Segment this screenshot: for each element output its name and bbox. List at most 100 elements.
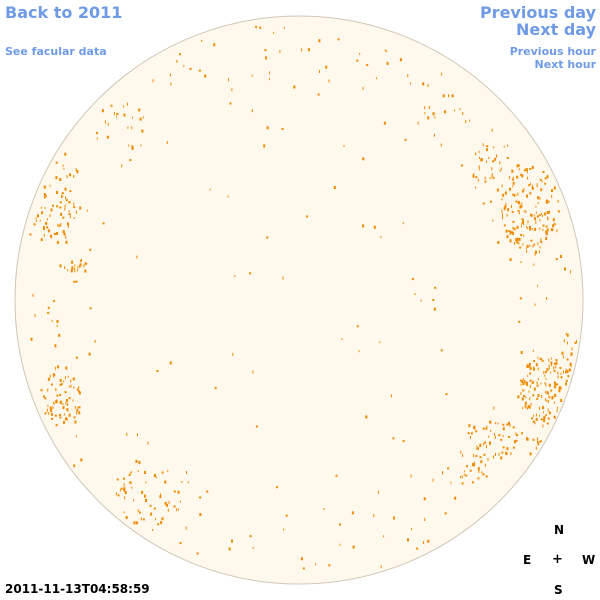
facula-mark: [121, 164, 123, 168]
facula-mark: [484, 441, 487, 444]
facula-mark: [495, 422, 497, 425]
facula-mark: [528, 390, 530, 393]
facula-mark: [527, 407, 528, 410]
facula-mark: [533, 367, 535, 371]
facula-mark: [563, 339, 565, 343]
facula-mark: [537, 367, 539, 371]
facula-mark: [366, 64, 369, 66]
facula-mark: [131, 486, 133, 489]
facula-mark: [71, 260, 74, 264]
facula-mark: [252, 370, 254, 374]
facula-mark: [479, 456, 482, 459]
facula-mark: [119, 489, 121, 492]
facula-mark: [164, 501, 167, 505]
facula-mark: [114, 112, 115, 116]
facula-mark: [102, 222, 105, 225]
facula-mark: [32, 293, 34, 297]
facula-mark: [43, 196, 46, 199]
facula-mark: [137, 433, 138, 437]
facula-mark: [563, 370, 564, 374]
previous-hour-link[interactable]: Previous hour: [509, 45, 596, 58]
facula-mark: [530, 182, 531, 185]
facula-mark: [393, 516, 395, 520]
facula-mark: [169, 73, 171, 77]
facula-mark: [63, 167, 65, 170]
facula-mark: [73, 202, 75, 206]
facula-mark: [279, 49, 281, 53]
facula-mark: [476, 445, 478, 448]
back-to-year-link[interactable]: Back to 2011: [5, 3, 123, 22]
facula-mark: [479, 443, 481, 446]
facula-mark: [319, 70, 320, 73]
facula-mark: [141, 490, 144, 494]
facula-mark: [147, 441, 149, 445]
facula-mark: [231, 539, 233, 543]
facula-mark: [545, 232, 548, 236]
facula-mark: [553, 186, 556, 190]
facula-mark: [504, 205, 507, 209]
facula-mark: [520, 383, 522, 386]
facula-mark: [516, 175, 519, 179]
facula-mark: [69, 190, 72, 193]
facula-mark: [301, 48, 303, 52]
facula-mark: [533, 214, 535, 217]
facula-mark: [159, 495, 162, 499]
facula-mark: [550, 389, 553, 392]
facula-mark: [40, 389, 43, 392]
facula-mark: [43, 185, 46, 189]
previous-day-link[interactable]: Previous day: [479, 3, 596, 22]
facula-mark: [506, 423, 509, 426]
facula-mark: [480, 460, 483, 464]
facula-mark: [522, 243, 524, 246]
facula-mark: [123, 511, 125, 514]
facula-mark: [537, 394, 540, 397]
facula-mark: [546, 368, 549, 372]
facula-mark: [474, 425, 476, 428]
facula-mark: [177, 490, 180, 494]
facula-mark: [473, 425, 476, 429]
facula-mark: [532, 420, 535, 423]
facula-mark: [554, 385, 557, 389]
facula-mark: [77, 268, 79, 272]
facula-mark: [196, 552, 199, 555]
facula-mark: [59, 383, 62, 386]
facula-mark: [64, 413, 66, 416]
facula-mark: [535, 363, 538, 367]
see-facular-data-link[interactable]: See facular data: [5, 45, 107, 58]
facula-mark: [477, 477, 480, 480]
facula-mark: [515, 439, 518, 442]
facula-mark: [156, 370, 159, 372]
facula-mark: [522, 189, 524, 193]
facula-mark: [518, 237, 521, 241]
facula-mark: [486, 160, 487, 163]
facula-mark: [570, 270, 572, 274]
observation-timestamp: 2011-11-13T04:58:59: [5, 582, 150, 596]
facula-mark: [532, 366, 534, 370]
facula-mark: [46, 408, 48, 412]
facula-mark: [546, 228, 549, 232]
facula-mark: [129, 159, 132, 162]
facula-mark: [539, 178, 542, 181]
facula-mark: [507, 208, 510, 212]
facula-mark: [523, 380, 526, 384]
facula-mark: [60, 401, 62, 405]
facula-mark: [541, 395, 543, 398]
next-hour-link[interactable]: Next hour: [534, 58, 597, 71]
facula-mark: [116, 113, 119, 115]
compass-north: N: [554, 523, 565, 537]
facula-mark: [62, 164, 64, 167]
facula-mark: [529, 227, 532, 231]
facula-mark: [46, 226, 49, 229]
next-day-link[interactable]: Next day: [516, 20, 596, 39]
facula-mark: [56, 319, 59, 323]
facula-mark: [383, 121, 386, 125]
facula-mark: [160, 493, 161, 496]
facula-mark: [508, 230, 511, 233]
facula-mark: [541, 358, 543, 362]
facula-mark: [508, 421, 510, 425]
facula-mark: [545, 225, 548, 228]
facula-mark: [546, 175, 549, 179]
facula-mark: [132, 116, 134, 119]
facula-mark: [540, 382, 542, 385]
facula-mark: [83, 264, 85, 268]
